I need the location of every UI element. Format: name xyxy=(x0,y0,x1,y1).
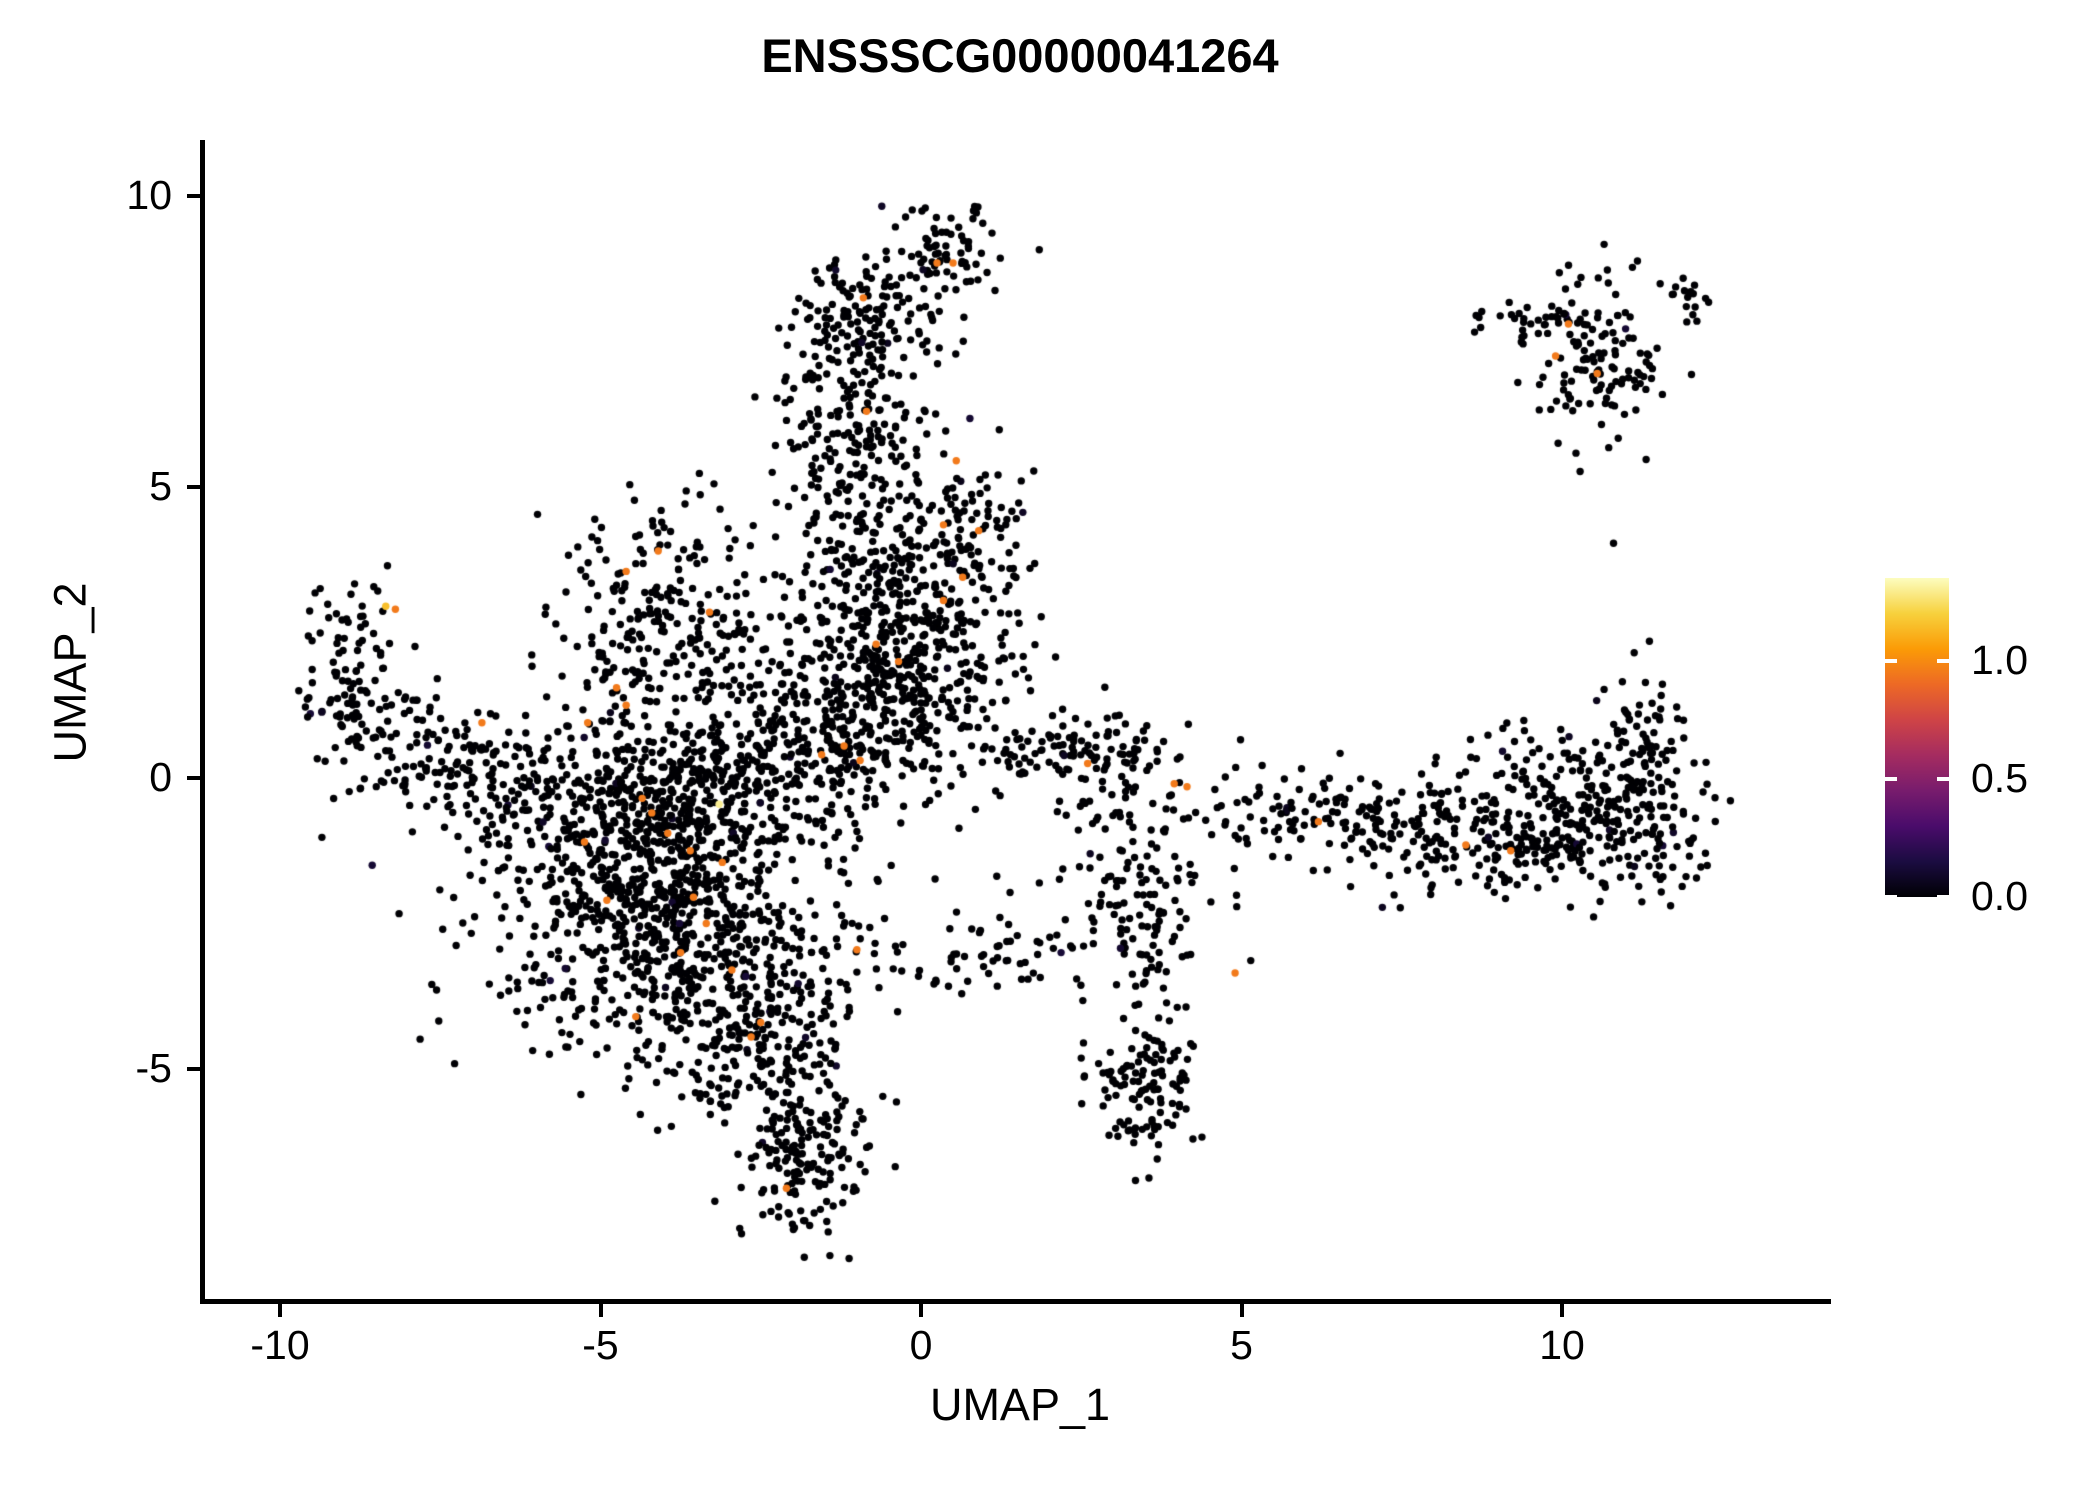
colorbar-tick-label: 1.0 xyxy=(1971,636,2028,683)
plot-panel xyxy=(203,142,1830,1302)
y-tick-label: 10 xyxy=(126,172,172,218)
y-tick-mark xyxy=(187,1067,200,1071)
page-title: ENSSSCG00000041264 xyxy=(761,29,1279,82)
colorbar-legend xyxy=(1885,578,1949,899)
y-tick-label: 0 xyxy=(149,754,172,800)
x-tick-label: 10 xyxy=(1539,1322,1585,1368)
x-tick-label: -5 xyxy=(582,1322,619,1368)
colorbar-gradient xyxy=(1885,578,1949,897)
y-axis-label: UMAP_2 xyxy=(44,582,96,763)
x-axis-label: UMAP_1 xyxy=(929,1379,1111,1430)
y-tick-label: 5 xyxy=(149,463,172,509)
colorbar-tick-mark xyxy=(1885,658,1897,663)
x-tick-mark xyxy=(919,1304,923,1317)
scatter-canvas xyxy=(203,142,1830,1302)
y-axis-line xyxy=(200,140,205,1304)
x-tick-mark xyxy=(1239,1304,1244,1317)
x-tick-label: -10 xyxy=(250,1322,310,1368)
y-tick-mark xyxy=(187,485,200,489)
colorbar-tick-mark xyxy=(1937,776,1949,781)
x-tick-mark xyxy=(1560,1304,1564,1317)
colorbar-tick-mark xyxy=(1885,776,1897,781)
y-tick-mark xyxy=(187,194,200,198)
x-tick-mark xyxy=(598,1304,603,1317)
colorbar-tick-mark xyxy=(1937,895,1949,899)
x-tick-mark xyxy=(278,1304,282,1317)
colorbar-tick-label: 0.0 xyxy=(1971,873,2028,919)
x-tick-label: 5 xyxy=(1230,1322,1253,1368)
x-tick-label: 0 xyxy=(909,1322,933,1368)
colorbar-tick-label: 0.5 xyxy=(1971,754,2028,801)
colorbar-tick-mark xyxy=(1937,658,1949,663)
y-tick-mark xyxy=(187,776,200,780)
x-axis-line xyxy=(200,1299,1831,1304)
y-tick-label: -5 xyxy=(135,1045,172,1091)
colorbar-tick-mark xyxy=(1885,895,1897,899)
